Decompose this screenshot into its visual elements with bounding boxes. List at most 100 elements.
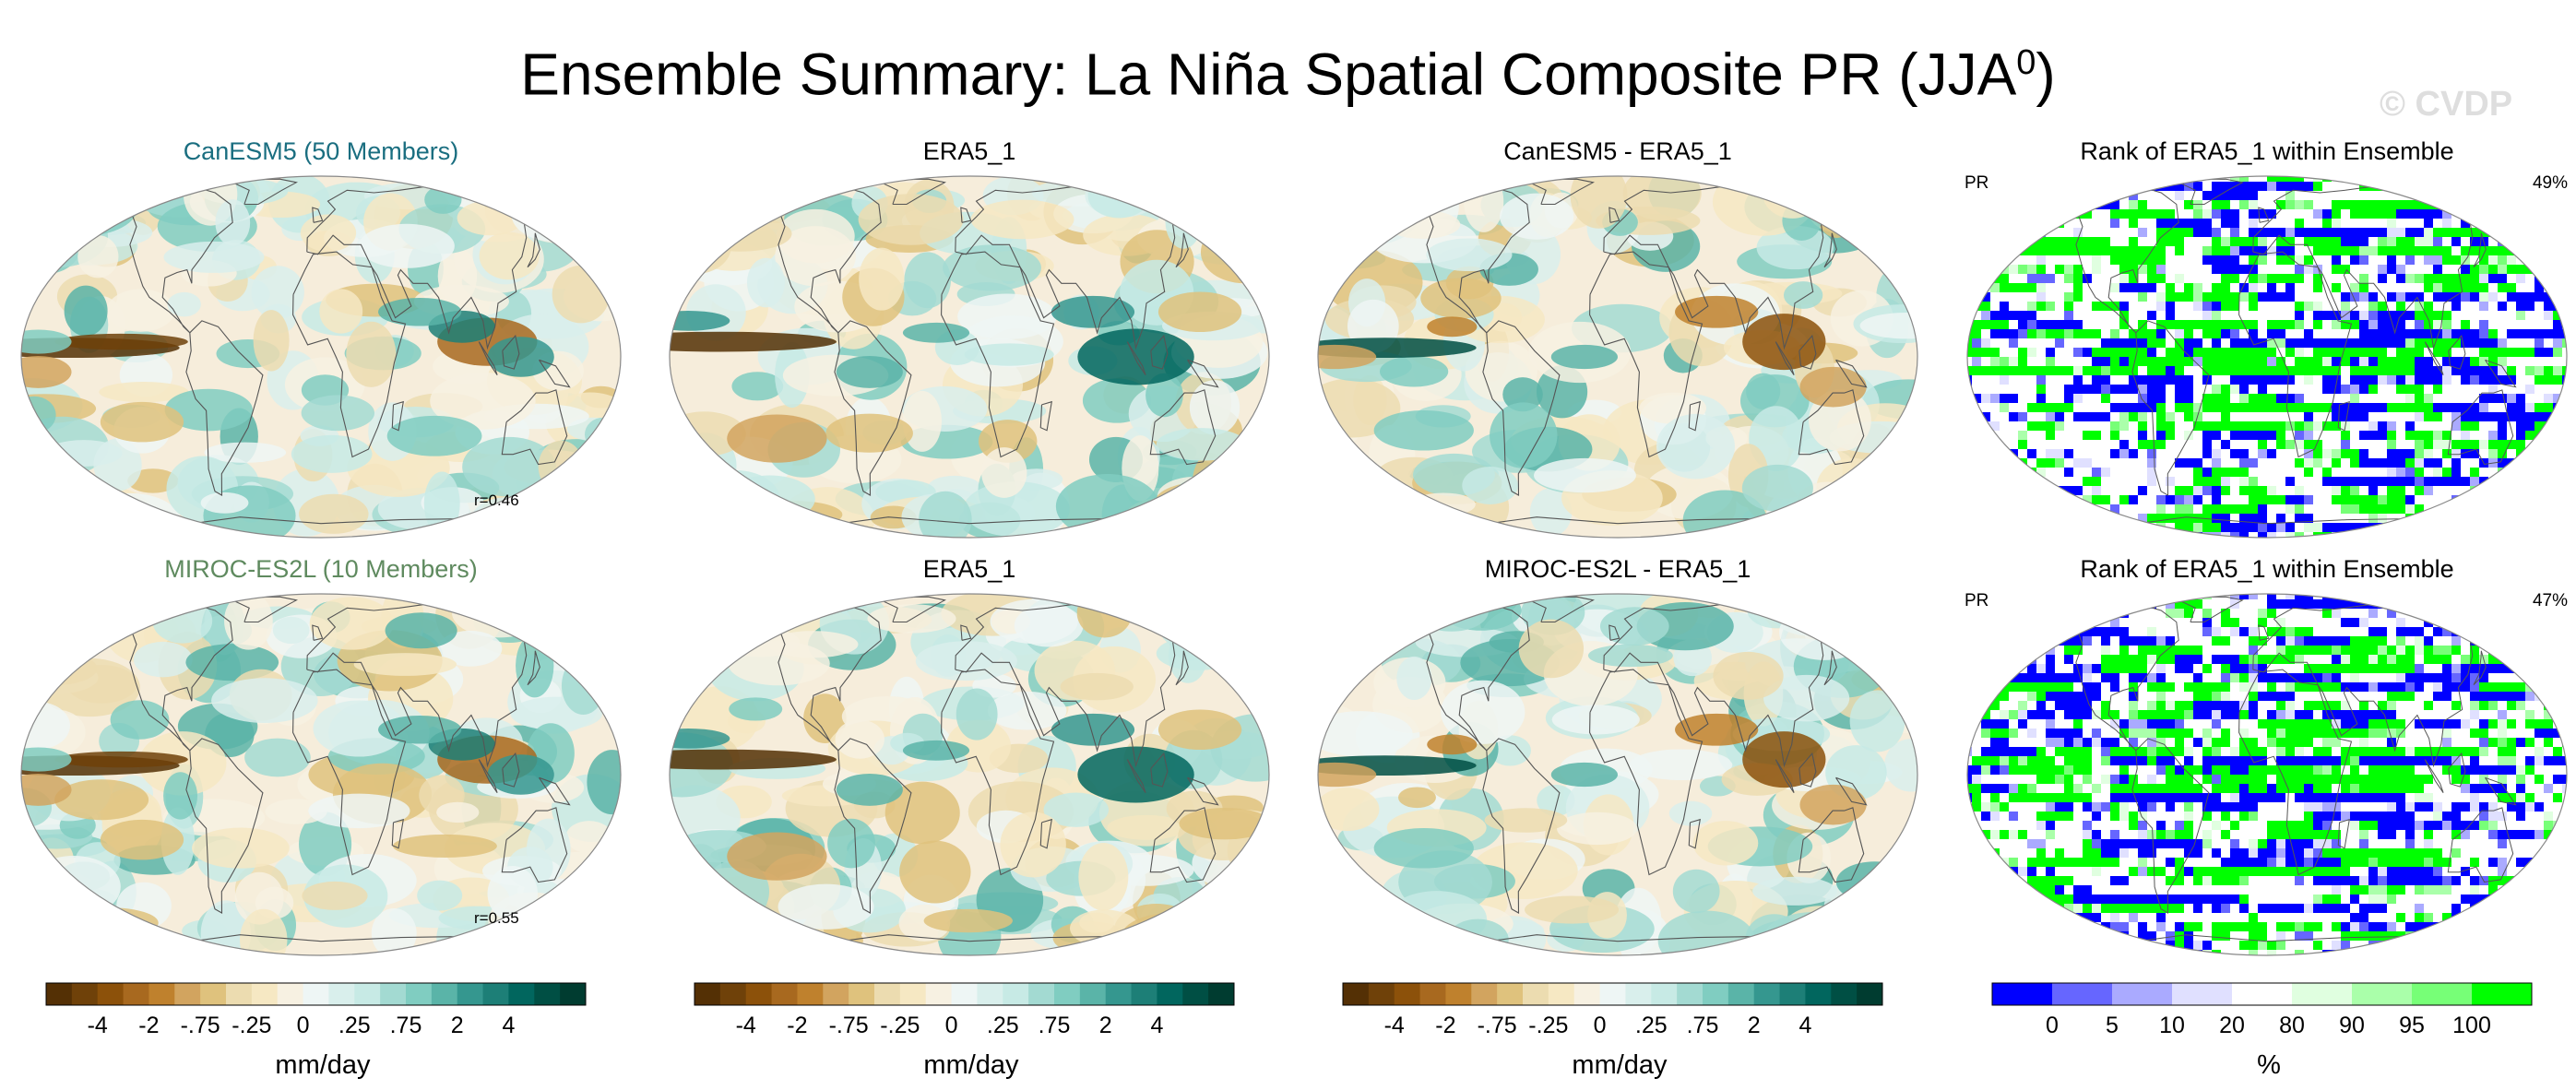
colorbar-swatch (123, 983, 149, 1005)
panel-left-label: PR (1965, 173, 1989, 193)
panel-title: MIROC-ES2L - ERA5_1 (1484, 555, 1751, 583)
colorbar-swatch (148, 983, 175, 1005)
colorbar-swatch (719, 983, 747, 1005)
map-panel-r2c2: ERA5_11950-202310 LN Tot (665, 553, 1274, 959)
colorbar-swatch (406, 983, 433, 1005)
colorbar-tick-label: .75 (1039, 1013, 1071, 1038)
map-panel-r1c3: CanESM5 - ERA5_1 (1313, 136, 1922, 541)
colorbar-tick-label: 4 (1798, 1013, 1811, 1038)
colorbar-swatch (354, 983, 381, 1005)
colorbar-swatch (951, 983, 978, 1005)
panel-title: Rank of ERA5_1 within Ensemble (2080, 555, 2454, 583)
colorbar-swatch (1368, 983, 1395, 1005)
colorbar-swatch (534, 983, 561, 1005)
colorbar-pr-1-graphic: -4 -2 -.75 -.25 0 .25 .75 2 4 (45, 982, 587, 1038)
colorbar-swatch (2472, 983, 2533, 1005)
colorbar-swatch (457, 983, 484, 1005)
colorbar-swatch (1573, 983, 1601, 1005)
colorbar-tick-label: 10 (2159, 1013, 2185, 1038)
colorbar-swatch (1857, 983, 1883, 1005)
colorbar-tick-label: 5 (2106, 1013, 2119, 1038)
colorbar-pr-1: -4 -2 -.75 -.25 0 .25 .75 2 4 mm/day (42, 980, 604, 1082)
map-model (17, 590, 625, 959)
colorbar-tick-label: -2 (138, 1013, 159, 1038)
colorbar-rank: 0 5 10 20 80 90 95 100 % (1988, 980, 2550, 1082)
colorbar-swatch (2232, 983, 2293, 1005)
colorbar-tick-label: 4 (1150, 1013, 1163, 1038)
colorbar-swatch (874, 983, 901, 1005)
map-panel-r2c1: MIROC-ES2L (10 Members)1900-210031 LN Av… (17, 553, 625, 959)
colorbar-tick-label: -.75 (829, 1013, 869, 1038)
colorbar-swatch (771, 983, 798, 1005)
map-rank (1966, 175, 2568, 539)
panel-title: MIROC-ES2L (10 Members) (164, 555, 478, 583)
colorbar-tick-label: -4 (88, 1013, 108, 1038)
colorbar-swatch (1753, 983, 1781, 1005)
colorbar-tick-label: 0 (297, 1013, 310, 1038)
colorbar-swatch (1651, 983, 1678, 1005)
colorbar-tick-label: 0 (2046, 1013, 2059, 1038)
map-rank (1966, 593, 2568, 956)
colorbar-swatch (977, 983, 1003, 1005)
colorbar-swatch (1131, 983, 1157, 1005)
colorbar-tick-label: .25 (338, 1013, 371, 1038)
colorbar-swatch (1182, 983, 1209, 1005)
colorbar-swatch (174, 983, 201, 1005)
colorbar-swatch (200, 983, 227, 1005)
colorbar-tick-label: 0 (945, 1013, 958, 1038)
colorbar-swatch (1599, 983, 1626, 1005)
colorbar-swatch (1805, 983, 1832, 1005)
colorbar-swatch (1727, 983, 1755, 1005)
colorbar-swatch (560, 983, 587, 1005)
colorbar-tick-label: .75 (390, 1013, 422, 1038)
panel-title: ERA5_1 (922, 137, 1016, 165)
map-obs (665, 172, 1274, 541)
colorbar-swatch (1343, 983, 1370, 1005)
colorbar-swatch (1079, 983, 1107, 1005)
colorbar-swatch (1105, 983, 1133, 1005)
map-diff (1313, 590, 1922, 959)
colorbar-swatch (2352, 983, 2413, 1005)
colorbar-swatch (1003, 983, 1029, 1005)
map-panel-r2c3: MIROC-ES2L - ERA5_1 (1313, 553, 1922, 959)
colorbar-swatch (1548, 983, 1575, 1005)
colorbar-pr-2-label: mm/day (923, 1050, 1019, 1080)
colorbar-pr-1-label: mm/day (275, 1050, 371, 1080)
panel-title: CanESM5 (50 Members) (183, 137, 459, 165)
panel-right-label: 47% (2532, 591, 2568, 610)
colorbar-tick-label: -.75 (1478, 1013, 1517, 1038)
colorbar-swatch (1054, 983, 1081, 1005)
colorbar-tick-label: 4 (502, 1013, 515, 1038)
colorbar-swatch (1523, 983, 1549, 1005)
pattern-correlation: r=0.55 (474, 909, 519, 927)
colorbar-tick-label: -.25 (231, 1013, 271, 1038)
colorbar-swatch (71, 983, 99, 1005)
colorbar-tick-label: .25 (987, 1013, 1019, 1038)
colorbar-swatch (1497, 983, 1524, 1005)
panel-title: ERA5_1 (922, 555, 1016, 583)
colorbar-swatch (380, 983, 407, 1005)
colorbar-swatch (1028, 983, 1055, 1005)
colorbar-swatch (1394, 983, 1421, 1005)
colorbar-tick-label: 80 (2279, 1013, 2305, 1038)
colorbar-tick-label: -2 (787, 1013, 807, 1038)
colorbar-swatch (1445, 983, 1472, 1005)
panel-title: Rank of ERA5_1 within Ensemble (2080, 137, 2454, 165)
colorbar-swatch (1419, 983, 1446, 1005)
panel-left-label: PR (1965, 591, 1989, 610)
colorbar-swatch (1471, 983, 1498, 1005)
colorbar-swatch (1677, 983, 1703, 1005)
colorbar-swatch (849, 983, 875, 1005)
colorbar-swatch (899, 983, 927, 1005)
colorbar-tick-label: -.25 (1528, 1013, 1568, 1038)
colorbar-tick-label: 100 (2452, 1013, 2491, 1038)
colorbar-swatch (251, 983, 279, 1005)
colorbar-rank-label: % (2257, 1050, 2281, 1080)
colorbar-swatch (745, 983, 773, 1005)
map-panel-r1c2: ERA5_11950-202310 LN Tot (665, 136, 1274, 541)
colorbar-swatch (1831, 983, 1858, 1005)
colorbar-tick-label: 0 (1594, 1013, 1607, 1038)
colorbar-swatch (303, 983, 329, 1005)
colorbar-tick-label: 2 (451, 1013, 464, 1038)
pattern-correlation: r=0.46 (474, 492, 519, 509)
